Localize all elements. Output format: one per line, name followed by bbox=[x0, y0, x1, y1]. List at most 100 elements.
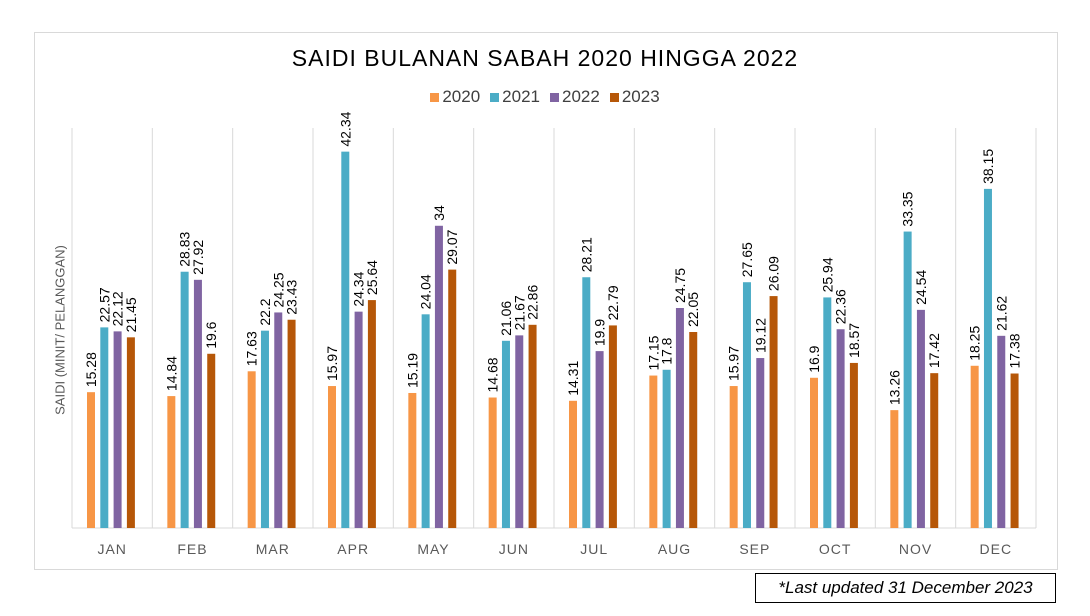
bar-2023-APR bbox=[367, 300, 376, 528]
x-tick-label: MAY bbox=[417, 541, 449, 557]
data-label: 22.36 bbox=[833, 289, 849, 324]
bar-2021-AUG bbox=[662, 369, 671, 528]
bar-2023-FEB bbox=[207, 353, 216, 528]
data-label: 22.2 bbox=[257, 298, 273, 325]
bar-2021-JUN bbox=[501, 340, 510, 528]
bar-2023-SEP bbox=[769, 296, 778, 528]
bar-2021-NOV bbox=[903, 231, 912, 529]
x-tick-label: JAN bbox=[97, 541, 126, 557]
bar-2022-APR bbox=[354, 311, 363, 528]
bar-2023-OCT bbox=[849, 362, 858, 528]
data-label: 28.21 bbox=[578, 237, 594, 272]
chart-title: SAIDI BULANAN SABAH 2020 HINGGA 2022 bbox=[291, 45, 799, 71]
x-tick-label: NOV bbox=[899, 541, 932, 557]
bar-2022-MAY bbox=[434, 225, 443, 528]
data-label: 15.97 bbox=[726, 346, 742, 381]
bar-2023-DEC bbox=[1010, 373, 1019, 528]
bar-2023-JUN bbox=[528, 324, 537, 528]
data-label: 23.43 bbox=[284, 279, 300, 314]
data-label: 24.25 bbox=[270, 272, 286, 307]
legend-swatch bbox=[609, 92, 619, 102]
data-label: 28.83 bbox=[177, 231, 193, 266]
data-label: 25.64 bbox=[364, 260, 380, 295]
bar-2021-APR bbox=[341, 151, 350, 528]
x-tick-label: FEB bbox=[177, 541, 207, 557]
bar-2023-AUG bbox=[689, 332, 698, 528]
bar-2023-MAR bbox=[287, 319, 296, 528]
bar-2020-DEC bbox=[970, 365, 979, 528]
data-label: 24.54 bbox=[913, 270, 929, 305]
data-label: 25.94 bbox=[819, 257, 835, 292]
data-label: 16.9 bbox=[806, 345, 822, 372]
legend-label: 2021 bbox=[502, 87, 540, 106]
data-label: 15.19 bbox=[404, 353, 420, 388]
legend-swatch bbox=[490, 92, 500, 102]
x-tick-label: OCT bbox=[819, 541, 852, 557]
last-updated-note: *Last updated 31 December 2023 bbox=[755, 573, 1056, 603]
legend-item-2020: 2020 bbox=[430, 87, 480, 107]
legend-label: 2022 bbox=[562, 87, 600, 106]
legend: 2020 2021 2022 2023 bbox=[0, 87, 1090, 107]
data-label: 14.31 bbox=[565, 361, 581, 396]
bar-2021-JAN bbox=[100, 327, 109, 528]
bar-2020-OCT bbox=[810, 377, 818, 528]
legend-item-2021: 2021 bbox=[490, 87, 540, 107]
data-label: 21.45 bbox=[123, 297, 139, 332]
bar-2020-MAR bbox=[247, 371, 256, 528]
data-label: 18.57 bbox=[846, 323, 862, 358]
data-label: 29.07 bbox=[444, 229, 460, 264]
x-tick-label: APR bbox=[337, 541, 369, 557]
data-label: 17.63 bbox=[244, 331, 260, 366]
bar-2020-AUG bbox=[649, 375, 658, 528]
bar-2020-JAN bbox=[87, 392, 95, 528]
data-label: 38.15 bbox=[980, 149, 996, 184]
data-label: 22.05 bbox=[685, 292, 701, 327]
legend-label: 2023 bbox=[621, 87, 660, 106]
data-label: 19.6 bbox=[203, 321, 219, 348]
data-label: 17.15 bbox=[645, 335, 661, 370]
bar-2022-AUG bbox=[675, 308, 684, 528]
data-label: 18.25 bbox=[967, 326, 983, 361]
data-label: 17.8 bbox=[659, 337, 675, 364]
bar-2021-FEB bbox=[180, 271, 189, 528]
x-tick-label: SEP bbox=[739, 541, 770, 557]
data-label: 22.57 bbox=[96, 287, 112, 322]
data-label: 14.84 bbox=[163, 356, 179, 391]
data-label: 17.38 bbox=[1007, 333, 1023, 368]
chart-frame bbox=[34, 32, 1058, 570]
data-label: 21.67 bbox=[511, 295, 527, 330]
bar-2020-JUL bbox=[569, 400, 577, 528]
bar-2022-JUL bbox=[595, 351, 604, 528]
x-tick-label: MAR bbox=[256, 541, 290, 557]
bar-2021-OCT bbox=[823, 297, 832, 528]
bar-2022-OCT bbox=[836, 329, 845, 528]
data-label: 14.68 bbox=[485, 357, 501, 392]
data-label: 22.86 bbox=[525, 285, 541, 320]
bar-2020-FEB bbox=[167, 396, 176, 528]
data-label: 22.12 bbox=[110, 291, 126, 326]
data-label: 22.79 bbox=[605, 285, 621, 320]
data-label: 17.42 bbox=[926, 333, 942, 368]
bar-2021-MAR bbox=[260, 330, 269, 528]
data-label: 42.34 bbox=[337, 111, 353, 146]
bar-2022-FEB bbox=[193, 279, 202, 528]
bar-2020-MAY bbox=[408, 392, 417, 528]
bar-2022-MAR bbox=[274, 312, 283, 528]
bar-2021-DEC bbox=[983, 188, 992, 528]
x-tick-label: JUL bbox=[580, 541, 608, 557]
data-label: 21.06 bbox=[498, 301, 514, 336]
legend-swatch bbox=[430, 92, 440, 102]
data-label: 24.04 bbox=[418, 274, 434, 309]
bar-2022-JAN bbox=[113, 331, 122, 528]
bar-2022-SEP bbox=[756, 358, 765, 528]
data-label: 21.62 bbox=[993, 296, 1009, 331]
data-label: 15.97 bbox=[324, 346, 340, 381]
data-label: 15.28 bbox=[83, 352, 99, 387]
bar-2022-DEC bbox=[997, 335, 1006, 528]
legend-item-2023: 2023 bbox=[609, 87, 660, 107]
data-label: 27.92 bbox=[190, 240, 206, 275]
bar-2021-MAY bbox=[421, 314, 430, 528]
x-tick-label: AUG bbox=[658, 541, 691, 557]
bar-2023-MAY bbox=[448, 269, 457, 528]
bar-2020-APR bbox=[328, 386, 336, 528]
